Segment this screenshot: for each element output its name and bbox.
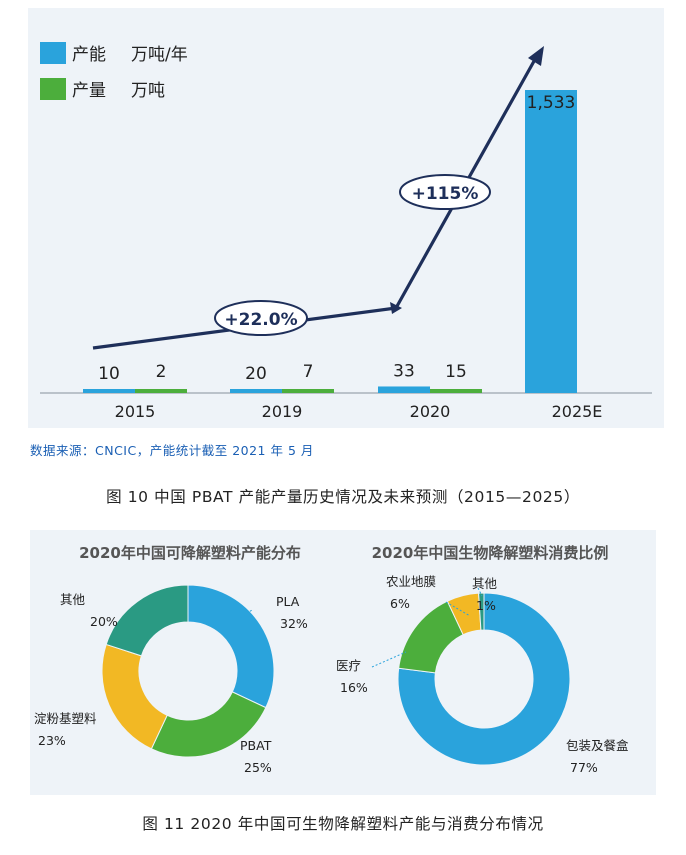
growth-callout-2-oval — [399, 174, 491, 210]
donut-2-slice-label: 包装及餐盒 — [566, 738, 629, 753]
legend-label-output: 产量 — [72, 81, 106, 101]
legend-unit-capacity: 万吨/年 — [131, 45, 188, 65]
bar-output-2019 — [282, 389, 334, 393]
donut-2-slice-label: 农业地膜 — [386, 574, 436, 589]
donut-1-slice — [187, 584, 275, 709]
donut-1-slice-label: 淀粉基塑料 — [34, 711, 97, 726]
donut-title-2: 2020年中国生物降解塑料消费比例 — [372, 544, 609, 562]
bar-capacity-2025E — [525, 90, 577, 393]
donut-charts: 2020年中国可降解塑料产能分布 PLA 32% PBAT 25% 淀粉基塑料 23% 其他 2… — [34, 544, 629, 775]
bar-label-output-2019: 7 — [303, 362, 314, 382]
bar-chart-panel: 产能 万吨/年产量 万吨 10 2 2015 20 7 2019 33 15 2020 1,533 202… — [28, 8, 664, 428]
donut-charts-panel: 2020年中国可降解塑料产能分布 PLA 32% PBAT 25% 淀粉基塑料 23% 其他 2… — [30, 530, 656, 795]
x-tick-label: 2025E — [552, 402, 603, 421]
donut-2-slice-label: 其他 — [472, 576, 498, 591]
bar-capacity-2015 — [83, 389, 135, 393]
donut-1-slice-pct: 20% — [90, 614, 118, 629]
bar-capacity-2020 — [378, 386, 430, 393]
x-tick-label: 2020 — [410, 402, 451, 421]
donut-leader-line — [477, 587, 483, 597]
donut-leader-line — [445, 601, 471, 617]
bar-label-capacity-2015: 10 — [98, 364, 120, 384]
growth-callout-1: +22.0% — [224, 310, 297, 330]
legend-label-capacity: 产能 — [72, 45, 106, 65]
bar-label-output-2020: 15 — [445, 362, 467, 382]
bar-capacity-2019 — [230, 389, 282, 393]
donut-2-slice-pct: 16% — [340, 680, 368, 695]
donut-1-slice-pct: 23% — [38, 733, 66, 748]
donut-2-slice-pct: 77% — [570, 760, 598, 775]
growth-callout-2: +115% — [412, 184, 479, 204]
bar-label-capacity-2025E: 1,533 — [527, 93, 576, 113]
bar-label-output-2015: 2 — [156, 362, 167, 382]
donut-title-1: 2020年中国可降解塑料产能分布 — [79, 544, 301, 562]
x-tick-label: 2019 — [262, 402, 303, 421]
donut-2-slice-pct: 6% — [390, 596, 410, 611]
donut-2-slice-pct: 1% — [476, 598, 496, 613]
legend-swatch-output — [40, 78, 66, 100]
donut-1-slice-label: PLA — [276, 594, 300, 609]
figure-11-caption: 图 11 2020 年中国可生物降解塑料产能与消费分布情况 — [142, 815, 544, 833]
data-source-note: 数据来源：CNCIC，产能统计截至 2021 年 5 月 — [30, 443, 314, 458]
bar-output-2020 — [430, 389, 482, 393]
legend-unit-output: 万吨 — [131, 81, 165, 101]
bar-label-capacity-2020: 33 — [393, 361, 415, 381]
donut-leader-line — [239, 609, 253, 619]
bar-label-capacity-2019: 20 — [245, 364, 267, 384]
figure-10-caption: 图 10 中国 PBAT 产能产量历史情况及未来预测（2015—2025） — [106, 488, 580, 506]
donut-1-slice-pct: 32% — [280, 616, 308, 631]
bar-output-2015 — [135, 389, 187, 393]
growth-callout-1-oval — [214, 300, 308, 336]
donut-2-slice-label: 医疗 — [336, 658, 361, 673]
x-tick-label: 2015 — [115, 402, 156, 421]
donut-1-slice-label: PBAT — [240, 738, 272, 753]
donut-2-slice — [397, 592, 571, 766]
trend-arrow-mid-marker — [390, 302, 402, 314]
donut-1-slice — [105, 584, 189, 657]
legend-swatch-capacity — [40, 42, 66, 64]
bar-chart: 产能 万吨/年产量 万吨 10 2 2015 20 7 2019 33 15 2020 1,533 202… — [40, 42, 652, 421]
donut-1-slice-label: 其他 — [60, 592, 86, 607]
trend-arrow-head — [528, 46, 544, 66]
donut-1-slice — [101, 643, 168, 750]
donut-1-slice-pct: 25% — [244, 760, 272, 775]
